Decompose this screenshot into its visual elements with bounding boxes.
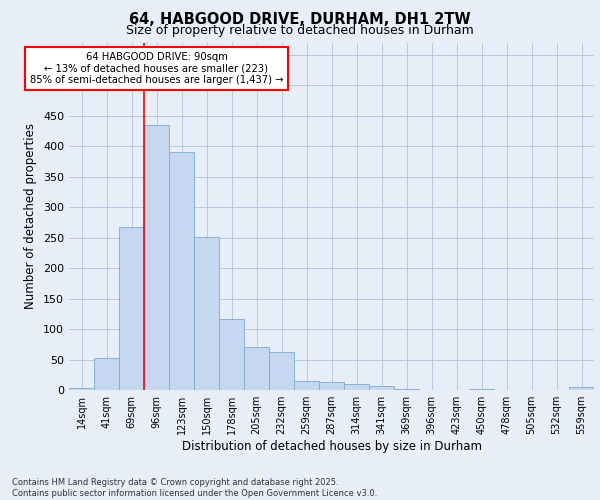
Bar — [119, 226, 144, 390]
Y-axis label: Number of detached properties: Number of detached properties — [25, 123, 37, 309]
Bar — [244, 348, 269, 390]
Text: Size of property relative to detached houses in Durham: Size of property relative to detached ho… — [126, 24, 474, 37]
Text: 64, HABGOOD DRIVE, DURHAM, DH1 2TW: 64, HABGOOD DRIVE, DURHAM, DH1 2TW — [129, 12, 471, 28]
Bar — [269, 352, 294, 390]
X-axis label: Distribution of detached houses by size in Durham: Distribution of detached houses by size … — [182, 440, 482, 453]
Bar — [94, 358, 119, 390]
Bar — [219, 318, 244, 390]
Text: 64 HABGOOD DRIVE: 90sqm
← 13% of detached houses are smaller (223)
85% of semi-d: 64 HABGOOD DRIVE: 90sqm ← 13% of detache… — [30, 52, 283, 86]
Bar — [569, 387, 594, 390]
Bar — [344, 384, 369, 390]
Bar — [319, 382, 344, 390]
Bar — [69, 388, 94, 390]
Bar — [294, 382, 319, 390]
Bar — [144, 125, 169, 390]
Text: Contains HM Land Registry data © Crown copyright and database right 2025.
Contai: Contains HM Land Registry data © Crown c… — [12, 478, 377, 498]
Bar — [194, 237, 219, 390]
Bar — [469, 389, 494, 390]
Bar — [169, 152, 194, 390]
Bar — [369, 386, 394, 390]
